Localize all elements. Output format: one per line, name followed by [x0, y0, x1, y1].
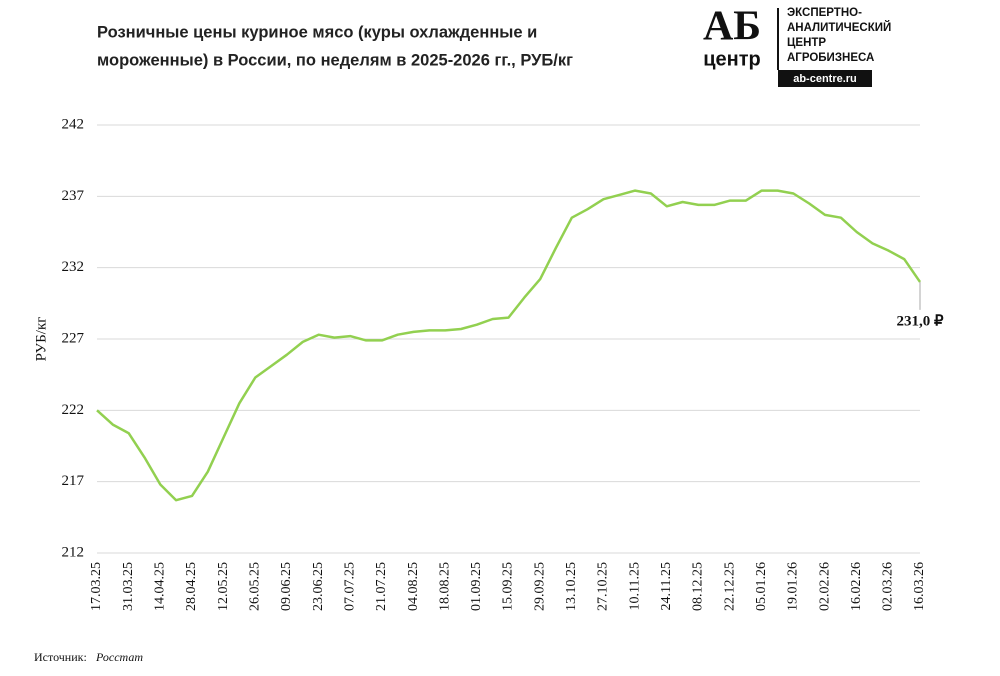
- x-tick-label: 19.01.26: [786, 562, 801, 611]
- source: Росстат: [95, 650, 143, 664]
- y-tick-label: 232: [62, 259, 85, 275]
- data-label: 231,0 ₽: [896, 313, 944, 329]
- x-tick-label: 31.03.25: [121, 562, 136, 611]
- x-tick-label: 26.05.25: [247, 562, 262, 611]
- x-tick-label: 14.04.25: [153, 562, 168, 611]
- x-tick-label: 05.01.26: [754, 562, 769, 611]
- y-tick-label: 212: [62, 544, 85, 560]
- x-tick-label: 02.03.26: [881, 562, 896, 611]
- logo-text: ЭКСПЕРТНО-: [787, 7, 862, 19]
- x-tick-label: 23.06.25: [311, 562, 326, 611]
- chart-title: мороженные) в России, по неделям в 2025-…: [97, 51, 573, 69]
- x-tick-label: 18.08.25: [437, 562, 452, 611]
- x-tick-label: 21.07.25: [374, 562, 389, 611]
- x-tick-label: 12.05.25: [216, 562, 231, 611]
- x-tick-label: 28.04.25: [184, 562, 199, 611]
- y-tick-label: 222: [62, 402, 85, 418]
- x-tick-label: 22.12.25: [722, 562, 737, 611]
- x-tick-label: 27.10.25: [596, 562, 611, 611]
- x-tick-label: 01.09.25: [469, 562, 484, 611]
- x-tick-label: 02.02.26: [817, 562, 832, 611]
- x-tick-label: 16.02.26: [849, 562, 864, 611]
- x-tick-label: 17.03.25: [89, 562, 104, 611]
- line: [96, 189, 922, 502]
- x-tick-label: 07.07.25: [342, 562, 357, 611]
- logo-text: ЦЕНТР: [787, 37, 826, 49]
- x-tick-label: 24.11.25: [659, 562, 674, 610]
- logo-text: АГРОБИЗНЕСА: [787, 52, 874, 64]
- logo-site: ab-centre.ru: [793, 73, 857, 85]
- y-axis-label: РУБ/кг: [33, 317, 49, 362]
- source-label: Источник:: [34, 650, 87, 664]
- y-tick-label: 227: [62, 330, 85, 346]
- x-tick-label: 15.09.25: [501, 562, 516, 611]
- y-tick-label: 217: [62, 473, 85, 489]
- logo-mark: центр: [703, 48, 761, 70]
- x-tick-label: 16.03.26: [912, 562, 927, 611]
- x-tick-label: 08.12.25: [691, 562, 706, 611]
- x-tick-label: 10.11.25: [627, 562, 642, 610]
- chart-title: Розничные цены куриное мясо (куры охлажд…: [97, 23, 537, 41]
- y-tick-label: 237: [62, 188, 85, 204]
- x-tick-label: 09.06.25: [279, 562, 294, 611]
- logo-text: АНАЛИТИЧЕСКИЙ: [787, 21, 891, 34]
- logo: АБ центр ЭКСПЕРТНО- АНАЛИТИЧЕСКИЙ ЦЕНТР …: [703, 4, 891, 87]
- x-tick-label: 04.08.25: [406, 562, 421, 611]
- logo-site-bg: [778, 70, 872, 87]
- x-tick-label: 29.09.25: [532, 562, 547, 611]
- y-tick-label: 242: [62, 116, 85, 132]
- logo-mark: АБ: [703, 4, 761, 50]
- x-tick-label: 13.10.25: [564, 562, 579, 611]
